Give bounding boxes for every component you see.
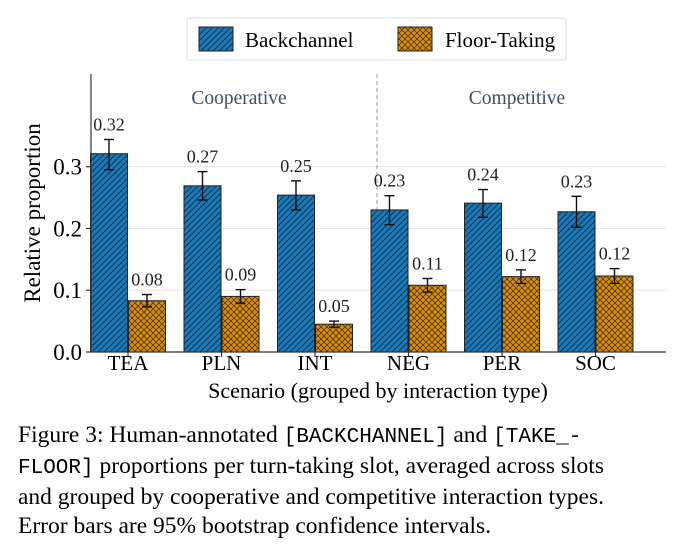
x-tick-label-tea: TEA <box>108 351 150 375</box>
value-label-floor-taking-int: 0.05 <box>318 296 350 316</box>
value-label-backchannel-per: 0.24 <box>467 165 499 185</box>
x-tick-label-neg: NEG <box>387 351 430 375</box>
group-label-competitive: Competitive <box>469 88 565 109</box>
legend-swatch-backchannel <box>198 26 234 52</box>
value-label-floor-taking-per: 0.12 <box>505 245 537 265</box>
bars <box>90 153 634 353</box>
value-label-floor-taking-neg: 0.11 <box>412 253 443 273</box>
value-label-floor-taking-pln: 0.09 <box>225 265 257 285</box>
y-tick-label-1: 0.1 <box>53 278 82 303</box>
x-axis-label: Scenario (grouped by interaction type) <box>208 378 548 403</box>
caption-line-1: Figure 3: Human-annotated [BACKCHANNEL] … <box>18 421 682 452</box>
error-bars <box>104 138 620 328</box>
bar-floor-taking-pln <box>221 295 260 353</box>
group-label-cooperative: Cooperative <box>191 88 286 109</box>
caption-text-1b: and <box>447 422 494 448</box>
value-label-backchannel-int: 0.25 <box>280 156 312 176</box>
caption-token-backchannel: [BACKCHANNEL] <box>283 426 448 449</box>
caption-line-4: Error bars are 95% bootstrap confidence … <box>18 513 492 539</box>
caption-token-take-floor-b: FLOOR] <box>18 457 94 480</box>
figure-caption: Figure 3: Human-annotated [BACKCHANNEL] … <box>18 421 682 541</box>
bar-backchannel-tea <box>90 153 128 353</box>
legend-swatch-floor-taking <box>397 26 433 52</box>
x-tick-label-pln: PLN <box>202 351 242 375</box>
bar-floor-taking-soc <box>595 275 634 353</box>
plot-area: Cooperative Competitive 0.32 0.08 0.27 0.09… <box>53 74 666 375</box>
x-ticks: TEA PLN INT NEG PER SOC <box>108 351 616 375</box>
value-label-backchannel-soc: 0.23 <box>561 171 593 191</box>
bar-backchannel-pln <box>183 185 222 353</box>
caption-line-3: and grouped by cooperative and competiti… <box>18 484 604 510</box>
caption-text-2: proportions per turn-taking slot, averag… <box>93 453 604 479</box>
value-label-backchannel-neg: 0.23 <box>374 171 406 191</box>
bar-floor-taking-per <box>502 276 540 353</box>
x-tick-label-soc: SOC <box>575 351 616 375</box>
x-tick-label-per: PER <box>483 351 522 375</box>
bar-floor-taking-tea <box>128 300 166 353</box>
value-labels: 0.32 0.08 0.27 0.09 0.25 0.05 0.23 0.11 0.24 0.12… <box>93 114 630 316</box>
y-tick-label-0: 0.0 <box>53 340 82 365</box>
legend: Backchannel Floor-Taking <box>186 17 567 61</box>
caption-token-take-floor-a: [TAKE_- <box>493 426 582 449</box>
bar-backchannel-soc <box>557 211 596 353</box>
legend-frame <box>186 17 567 61</box>
value-label-floor-taking-tea: 0.08 <box>131 270 163 290</box>
y-ticks: 0.0 0.1 0.2 0.3 <box>53 155 91 365</box>
bar-backchannel-neg <box>370 209 409 353</box>
y-tick-label-2: 0.2 <box>53 216 82 241</box>
legend-label-floor-taking: Floor-Taking <box>445 28 556 52</box>
y-tick-label-3: 0.3 <box>53 155 82 180</box>
bar-backchannel-per <box>464 202 502 353</box>
x-tick-label-int: INT <box>298 351 333 375</box>
y-axis-label: Relative proportion <box>20 123 45 303</box>
caption-text-1a: Figure 3: Human-annotated <box>18 422 284 448</box>
value-label-backchannel-pln: 0.27 <box>187 147 219 167</box>
value-label-floor-taking-soc: 0.12 <box>599 244 631 264</box>
bar-backchannel-int <box>277 194 315 353</box>
value-label-backchannel-tea: 0.32 <box>93 114 125 134</box>
bar-floor-taking-int <box>315 323 353 353</box>
bar-floor-taking-neg <box>408 284 447 353</box>
chart: Backchannel Floor-Taking Cooperative Com… <box>20 17 666 403</box>
caption-line-2: FLOOR] proportions per turn-taking slot,… <box>18 452 682 483</box>
legend-label-backchannel: Backchannel <box>245 28 354 52</box>
